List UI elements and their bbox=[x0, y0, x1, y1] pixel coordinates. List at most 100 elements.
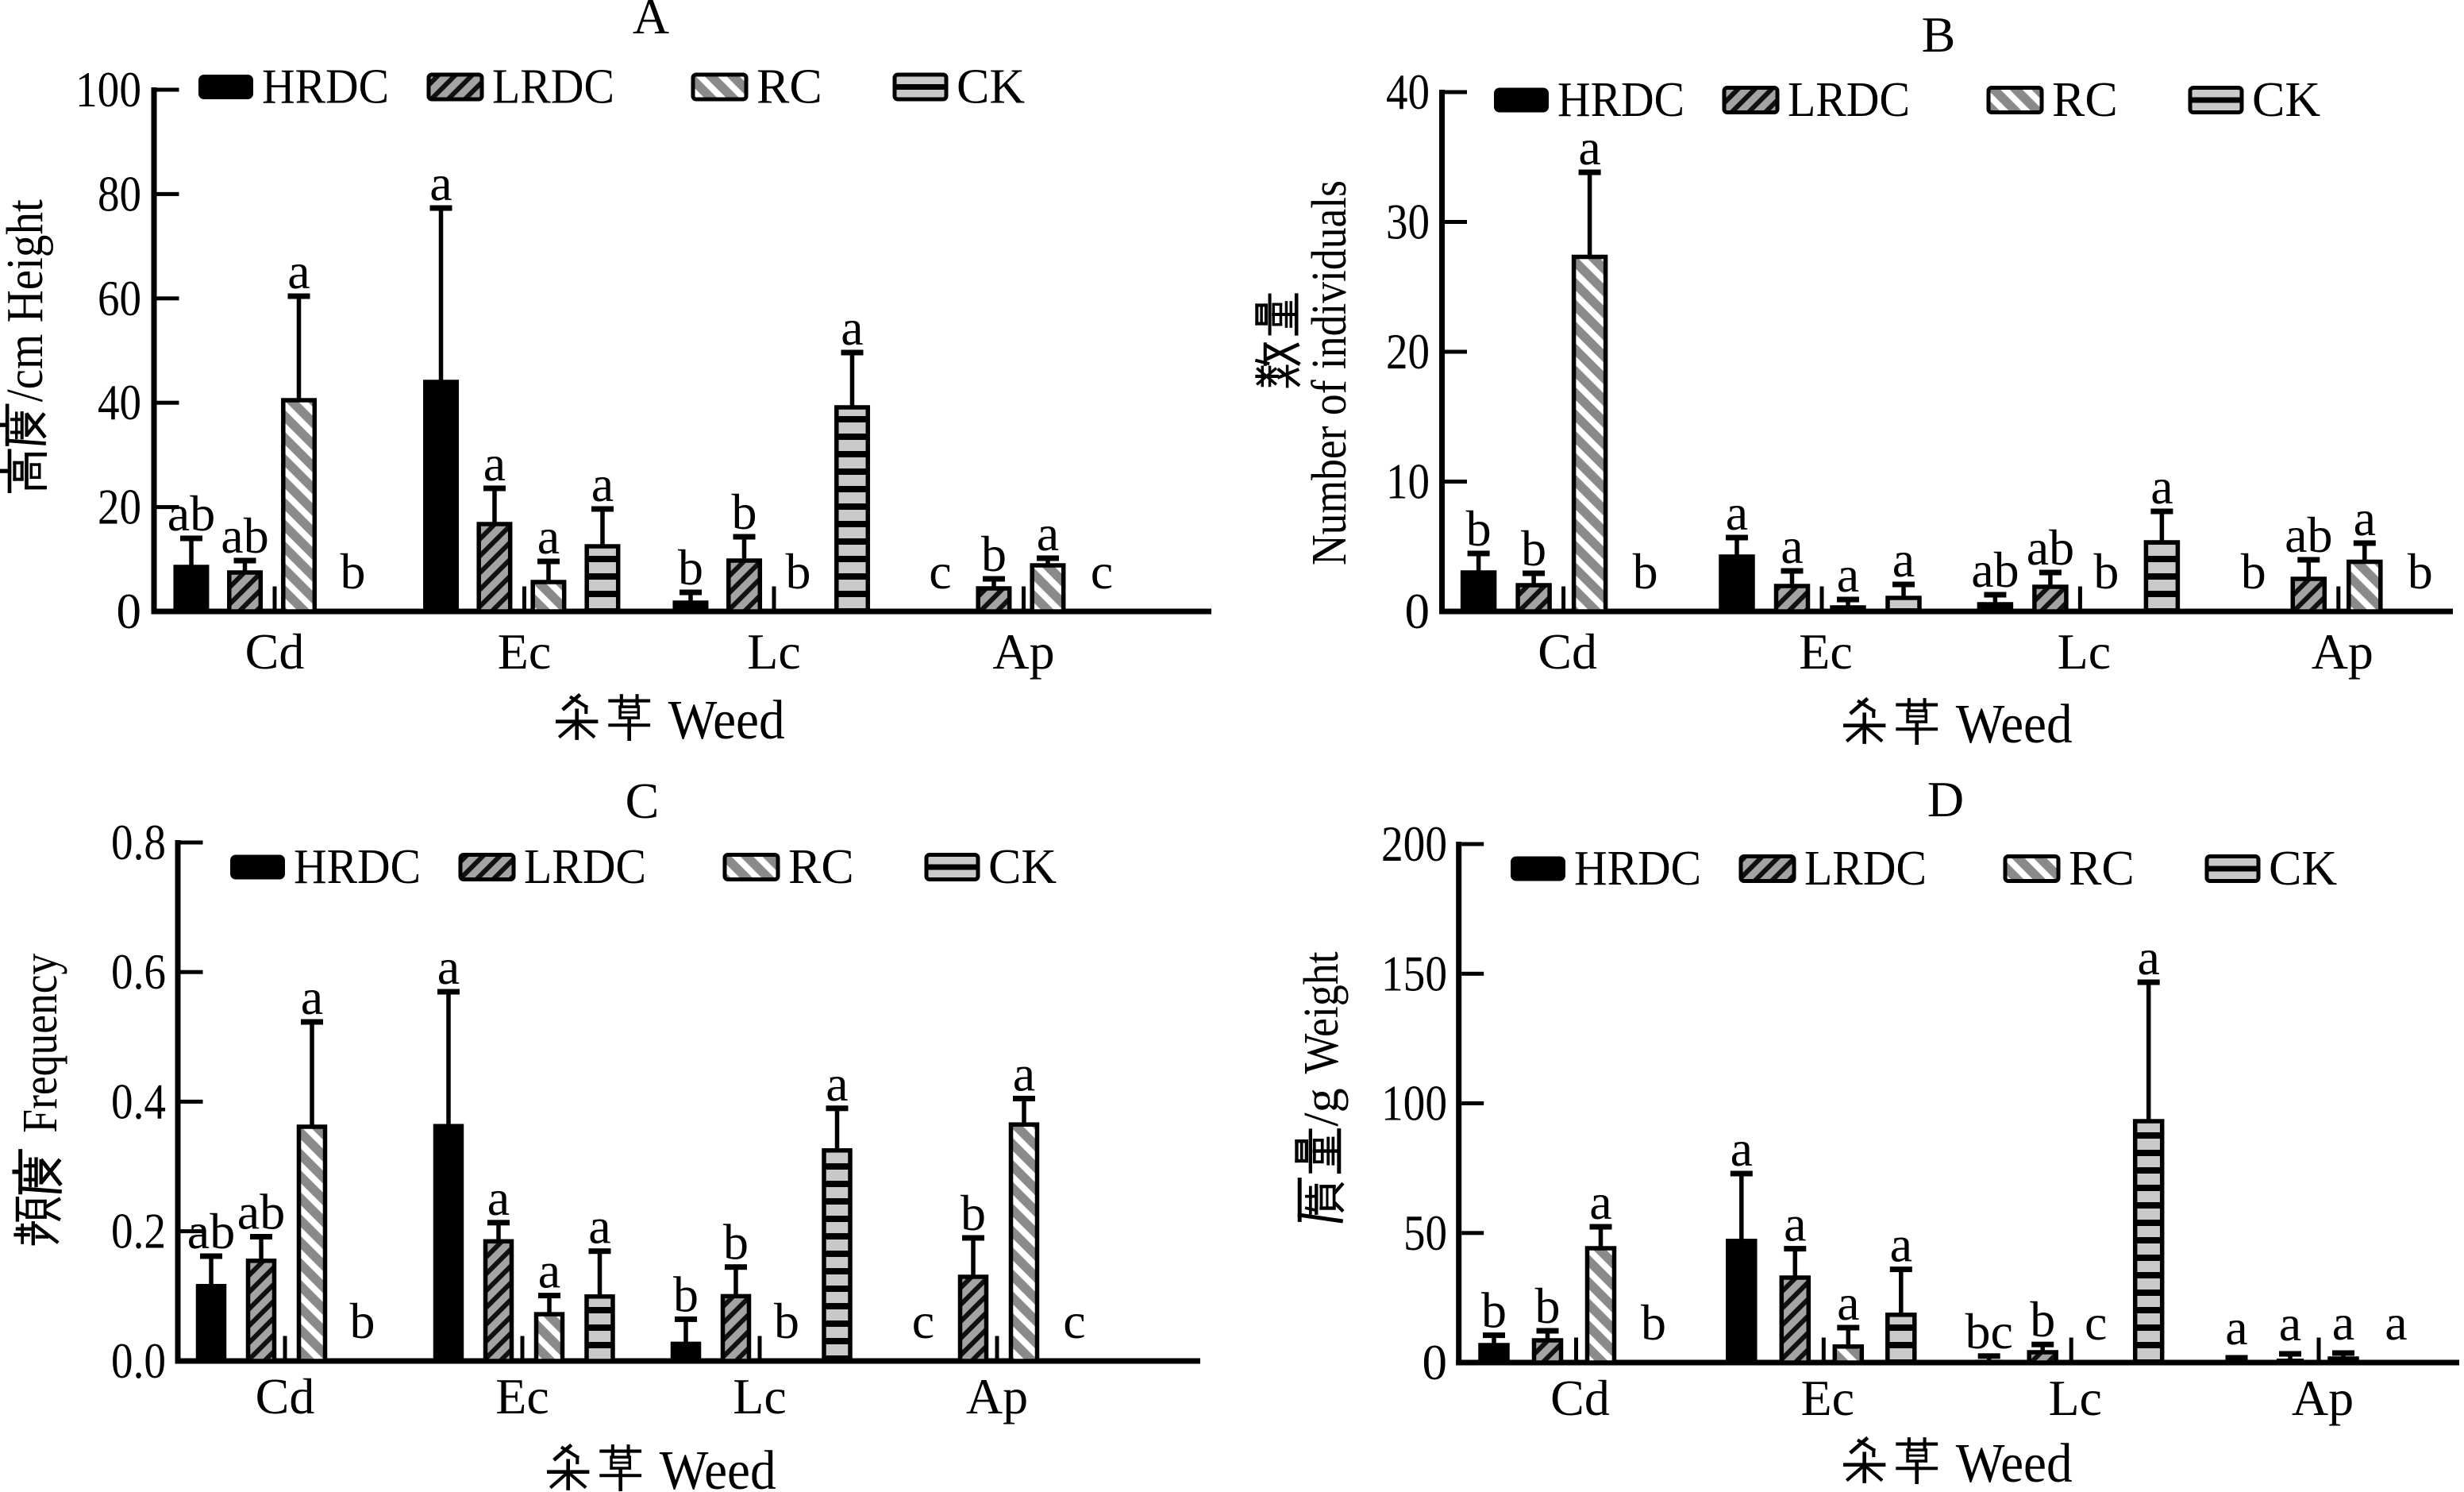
svg-text:a: a bbox=[483, 435, 506, 492]
svg-text:B: B bbox=[1922, 6, 1956, 63]
svg-text:Ap: Ap bbox=[2292, 1370, 2354, 1426]
svg-text:20: 20 bbox=[1386, 324, 1430, 380]
svg-text:c: c bbox=[1091, 543, 1113, 599]
svg-text:b: b bbox=[678, 539, 703, 596]
svg-text:RC: RC bbox=[2052, 73, 2118, 127]
svg-text:D: D bbox=[1927, 771, 1964, 827]
svg-text:a: a bbox=[1726, 484, 1748, 541]
svg-text:b: b bbox=[981, 526, 1007, 582]
svg-text:Ec: Ec bbox=[498, 623, 552, 680]
svg-text:b: b bbox=[961, 1185, 986, 1241]
svg-text:a: a bbox=[1837, 546, 1859, 603]
svg-text:a: a bbox=[2150, 458, 2173, 515]
svg-text:CK: CK bbox=[957, 60, 1025, 114]
svg-text:Weed: Weed bbox=[660, 1440, 776, 1492]
svg-text:b: b bbox=[723, 1214, 749, 1270]
svg-text:Ap: Ap bbox=[2312, 623, 2374, 680]
svg-text:a: a bbox=[301, 969, 323, 1025]
svg-text:a: a bbox=[429, 155, 452, 211]
svg-text:100: 100 bbox=[1381, 1076, 1447, 1132]
svg-text:Lc: Lc bbox=[733, 1368, 787, 1425]
svg-text:80: 80 bbox=[98, 166, 141, 222]
svg-text:a: a bbox=[588, 1198, 610, 1255]
svg-text:a: a bbox=[1589, 1174, 1611, 1230]
svg-text:0: 0 bbox=[1423, 1335, 1448, 1390]
svg-text:ab: ab bbox=[2285, 507, 2332, 563]
svg-text:Lc: Lc bbox=[2048, 1370, 2102, 1426]
svg-text:b: b bbox=[1641, 1294, 1666, 1351]
svg-text:0.8: 0.8 bbox=[111, 815, 166, 870]
svg-text:40: 40 bbox=[1386, 64, 1430, 120]
svg-text:Weed: Weed bbox=[668, 690, 785, 751]
svg-text:b: b bbox=[1481, 1282, 1507, 1339]
svg-text:60: 60 bbox=[98, 271, 141, 326]
svg-text:Lc: Lc bbox=[2058, 623, 2112, 680]
svg-text:100: 100 bbox=[75, 62, 141, 118]
svg-text:HRDC: HRDC bbox=[1557, 73, 1684, 127]
svg-text:Weed: Weed bbox=[1956, 1433, 2073, 1492]
svg-text:ab: ab bbox=[237, 1184, 285, 1240]
svg-text:0: 0 bbox=[117, 584, 142, 639]
svg-text:Number of individuals: Number of individuals bbox=[1303, 180, 1357, 565]
svg-text:a: a bbox=[2354, 490, 2376, 546]
svg-text:CK: CK bbox=[988, 840, 1057, 894]
svg-text:10: 10 bbox=[1386, 454, 1430, 510]
svg-text:0.4: 0.4 bbox=[111, 1074, 166, 1129]
svg-text:HRDC: HRDC bbox=[262, 60, 389, 114]
svg-text:Weight: Weight bbox=[1295, 951, 1349, 1074]
svg-text:a: a bbox=[2137, 929, 2159, 985]
svg-text:b: b bbox=[341, 543, 366, 599]
svg-text:LRDC: LRDC bbox=[1804, 842, 1927, 896]
svg-text:b: b bbox=[786, 543, 811, 599]
svg-text:Ap: Ap bbox=[966, 1368, 1028, 1425]
svg-text:b: b bbox=[1466, 500, 1492, 557]
svg-text:a: a bbox=[591, 456, 614, 512]
svg-text:a: a bbox=[538, 1243, 560, 1299]
svg-text:a: a bbox=[1037, 505, 1059, 561]
svg-text:200: 200 bbox=[1381, 816, 1447, 872]
svg-text:a: a bbox=[487, 1170, 510, 1226]
svg-text:LRDC: LRDC bbox=[524, 840, 646, 894]
svg-text:b: b bbox=[2241, 543, 2266, 599]
svg-text:a: a bbox=[2385, 1294, 2407, 1351]
svg-text:CK: CK bbox=[2269, 842, 2337, 896]
svg-text:RC: RC bbox=[757, 60, 822, 114]
svg-text:c: c bbox=[912, 1293, 934, 1349]
svg-text:b: b bbox=[2408, 543, 2433, 599]
svg-text:b: b bbox=[350, 1293, 375, 1349]
svg-text:b: b bbox=[732, 484, 757, 540]
svg-text:A: A bbox=[633, 0, 669, 44]
svg-text:RC: RC bbox=[788, 840, 854, 894]
svg-text:0: 0 bbox=[1405, 584, 1430, 639]
svg-text:a: a bbox=[2225, 1299, 2247, 1355]
svg-text:Ec: Ec bbox=[1801, 1370, 1855, 1426]
svg-text:ab: ab bbox=[221, 507, 268, 564]
svg-text:LRDC: LRDC bbox=[1788, 73, 1910, 127]
svg-text:Ec: Ec bbox=[495, 1368, 549, 1425]
svg-text:ab: ab bbox=[1971, 542, 2019, 598]
svg-text:0.6: 0.6 bbox=[111, 944, 166, 1000]
svg-text:150: 150 bbox=[1381, 946, 1447, 1001]
svg-text:Weed: Weed bbox=[1956, 694, 2073, 755]
svg-text:50: 50 bbox=[1403, 1205, 1447, 1261]
svg-text:20: 20 bbox=[98, 480, 141, 535]
svg-text:a: a bbox=[2332, 1294, 2354, 1351]
svg-text:a: a bbox=[1578, 119, 1600, 175]
svg-text:0.0: 0.0 bbox=[111, 1333, 166, 1389]
svg-text:Lc: Lc bbox=[747, 623, 801, 680]
svg-text:bc: bc bbox=[1965, 1303, 2012, 1359]
svg-text:a: a bbox=[826, 1055, 848, 1112]
svg-text:Cd: Cd bbox=[256, 1368, 315, 1425]
svg-text:Cd: Cd bbox=[1538, 623, 1597, 680]
svg-text:a: a bbox=[841, 299, 863, 356]
svg-text:Frequency: Frequency bbox=[13, 954, 67, 1133]
svg-text:a: a bbox=[2279, 1295, 2301, 1351]
svg-text:HRDC: HRDC bbox=[1574, 842, 1701, 896]
svg-text:/g: /g bbox=[1295, 1088, 1349, 1126]
svg-text:0.2: 0.2 bbox=[111, 1204, 166, 1259]
svg-text:a: a bbox=[1890, 1216, 1912, 1273]
svg-text:ab: ab bbox=[2027, 519, 2074, 576]
svg-text:b: b bbox=[673, 1266, 699, 1322]
svg-text:30: 30 bbox=[1386, 195, 1430, 250]
svg-text:Ap: Ap bbox=[992, 623, 1054, 680]
